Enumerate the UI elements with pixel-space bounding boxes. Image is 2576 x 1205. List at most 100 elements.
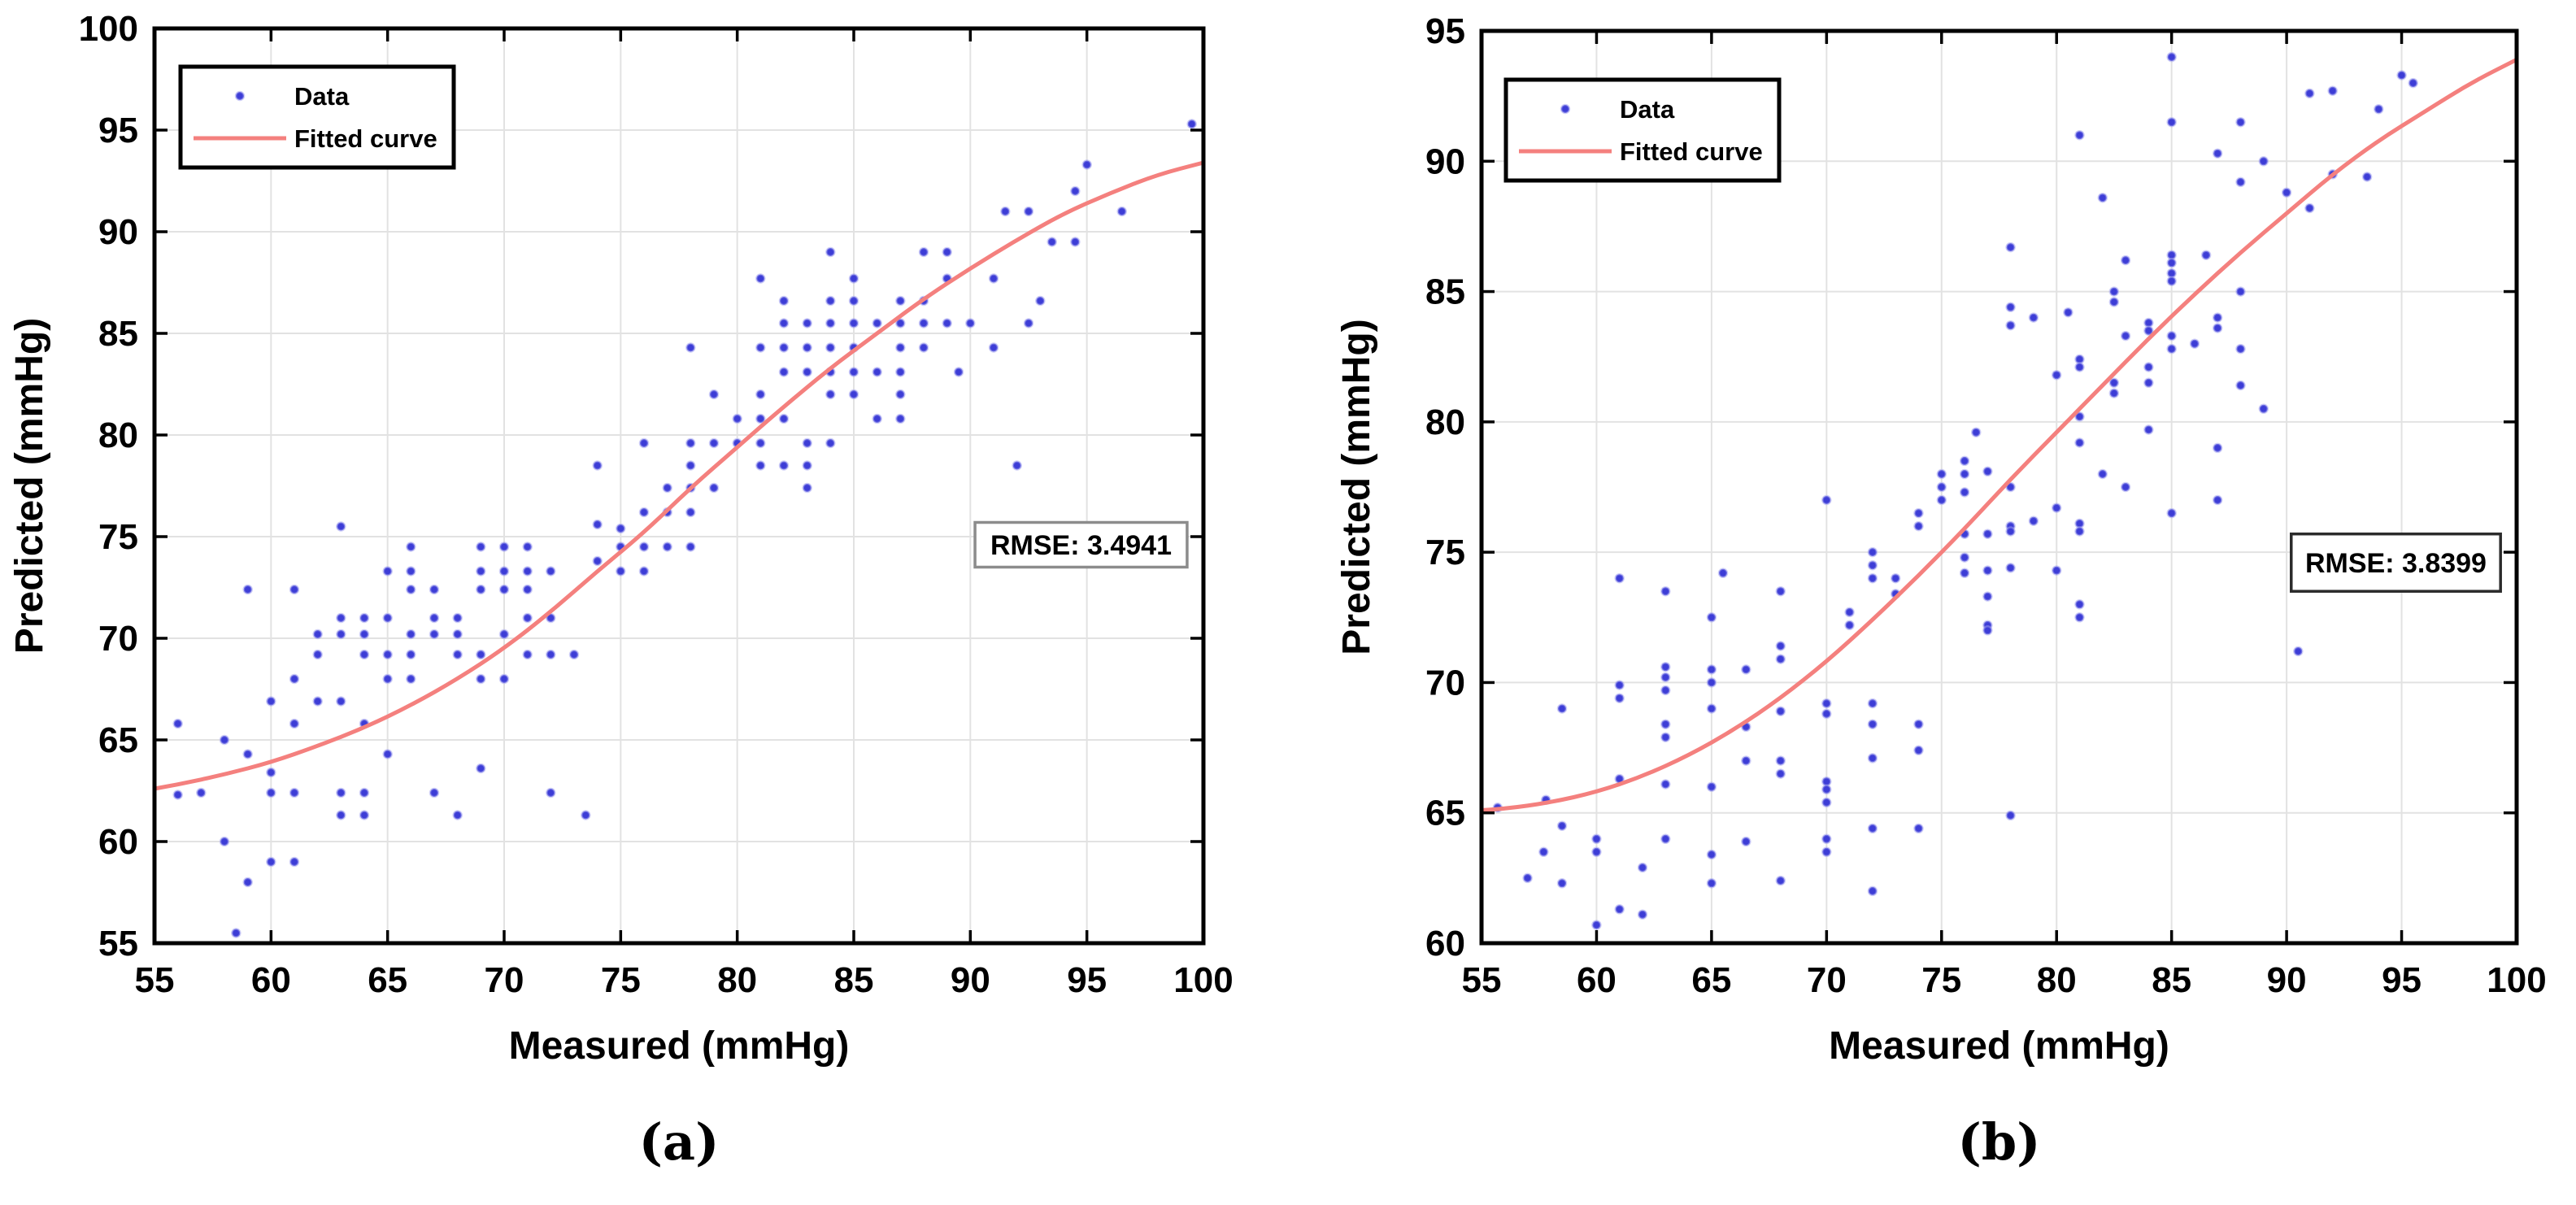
data-point xyxy=(2235,176,2246,188)
data-point xyxy=(382,649,393,660)
data-point xyxy=(1913,507,1924,519)
data-point xyxy=(1660,833,1671,845)
data-point xyxy=(2166,116,2177,128)
panel-a: 55 60 65 70 75 80 85 90 95 100 55 60 65 70 75 80 85 90 95 1… xyxy=(8,9,1234,1068)
data-point xyxy=(685,342,696,353)
data-point xyxy=(848,389,859,400)
x-axis-title: Measured (mmHg) xyxy=(509,1024,850,1068)
data-point xyxy=(732,413,742,424)
data-point xyxy=(1913,745,1924,756)
data-point xyxy=(802,482,812,494)
legend: Data Fitted curve xyxy=(1503,77,1782,183)
data-point xyxy=(2120,481,2131,493)
data-point xyxy=(1982,565,1993,576)
data-point xyxy=(1913,823,1924,834)
data-point xyxy=(1741,755,1751,766)
data-point xyxy=(289,787,300,798)
data-point xyxy=(1982,625,1993,636)
data-point xyxy=(1637,862,1648,873)
data-point xyxy=(1660,585,1671,597)
data-point xyxy=(1959,568,1970,579)
data-point xyxy=(2166,343,2177,355)
data-point xyxy=(498,584,510,595)
data-point xyxy=(2005,481,2016,493)
data-point xyxy=(2074,411,2085,422)
data-point xyxy=(1614,680,1625,690)
data-point xyxy=(266,856,276,868)
data-point xyxy=(522,542,533,552)
legend-label-data: Data xyxy=(294,82,350,111)
data-point xyxy=(2074,612,2085,623)
data-point xyxy=(242,584,253,595)
data-point xyxy=(2235,286,2246,297)
data-point xyxy=(918,342,929,353)
data-point xyxy=(196,787,207,798)
data-point xyxy=(685,437,696,449)
data-point xyxy=(172,718,183,729)
data-point xyxy=(476,566,486,576)
data-point xyxy=(755,342,766,353)
x-tick-label: 55 xyxy=(135,960,175,1000)
data-point xyxy=(1913,520,1924,532)
data-point xyxy=(2166,258,2177,268)
data-point xyxy=(312,649,323,660)
data-point xyxy=(1775,706,1786,716)
data-point xyxy=(359,649,370,660)
data-point xyxy=(2120,330,2131,341)
data-point xyxy=(546,787,556,798)
y-tick-label: 95 xyxy=(1425,11,1465,51)
data-point xyxy=(2051,369,2062,381)
data-point xyxy=(825,437,836,449)
data-point xyxy=(429,584,440,595)
data-point xyxy=(2212,494,2223,506)
data-point xyxy=(1821,494,1832,506)
data-point xyxy=(2005,563,2016,573)
data-point xyxy=(1660,685,1671,696)
data-point xyxy=(755,273,766,284)
data-point xyxy=(988,342,999,353)
data-point xyxy=(1706,612,1717,623)
data-point xyxy=(1959,455,1970,467)
rmse-label: RMSE: 3.4941 xyxy=(990,530,1172,561)
data-point xyxy=(498,673,510,685)
data-point xyxy=(2051,502,2062,513)
data-point xyxy=(848,367,859,377)
data-point xyxy=(1821,833,1832,845)
data-point xyxy=(546,649,556,660)
fitted-curve xyxy=(152,160,1206,791)
data-point xyxy=(1660,732,1671,742)
data-point xyxy=(1186,119,1197,129)
data-point xyxy=(2074,362,2085,372)
data-point xyxy=(592,460,603,471)
x-tick-label: 95 xyxy=(2382,960,2422,1000)
x-tick-label: 100 xyxy=(1173,960,1233,1000)
data-point xyxy=(406,629,416,640)
data-point xyxy=(1116,206,1127,217)
fitted-curve xyxy=(1479,57,2519,812)
data-point xyxy=(942,246,952,258)
x-tick-label: 75 xyxy=(1921,960,1961,1000)
data-point xyxy=(1000,206,1011,217)
data-point xyxy=(1867,546,1878,558)
data-point xyxy=(452,649,463,660)
data-point xyxy=(2074,526,2085,537)
data-point xyxy=(2143,325,2154,336)
y-tick-label: 65 xyxy=(1425,794,1465,833)
data-point xyxy=(1614,904,1625,915)
data-point xyxy=(2005,302,2016,313)
data-point xyxy=(778,460,790,471)
legend-label-fitted-curve: Fitted curve xyxy=(1620,137,1763,166)
data-point xyxy=(312,629,323,640)
data-point xyxy=(289,584,300,595)
data-point xyxy=(336,521,346,532)
legend-label-fitted-curve: Fitted curve xyxy=(294,124,437,153)
data-point xyxy=(476,649,486,660)
data-point xyxy=(2304,202,2315,214)
data-point xyxy=(638,566,650,576)
data-point xyxy=(2258,403,2269,415)
data-point xyxy=(1522,872,1533,884)
data-point xyxy=(802,318,812,328)
data-point xyxy=(895,367,906,377)
x-tick-label: 65 xyxy=(1691,960,1731,1000)
data-point xyxy=(2120,254,2131,266)
